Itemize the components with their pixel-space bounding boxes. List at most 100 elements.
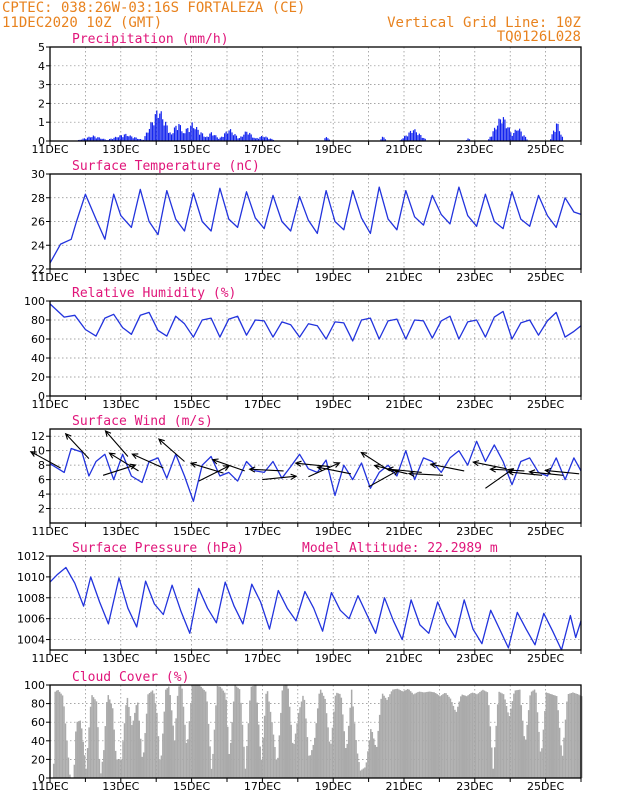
cloud-bar (231, 722, 233, 778)
precip-bar (82, 138, 84, 141)
precip-bar (148, 128, 151, 141)
x-tick-label: 15DEC (173, 780, 210, 793)
cloud-bar (237, 687, 239, 778)
cloud-bar (539, 751, 542, 778)
cloud-bar (461, 694, 464, 778)
cloud-bar (350, 689, 353, 778)
cloud-bar (420, 691, 422, 778)
cloud-bar (225, 699, 228, 778)
cloud-bar (473, 693, 475, 778)
precip-bar (550, 139, 552, 141)
cloud-bar (73, 764, 76, 778)
cloud-bar (325, 713, 328, 778)
precip-bar (97, 137, 99, 141)
cloud-bar (381, 693, 384, 778)
x-tick-label: 13DEC (102, 525, 139, 538)
cloud-bar (552, 695, 555, 778)
panel-title: Surface Wind (m/s) (72, 414, 213, 429)
cloud-bar (418, 691, 421, 778)
precip-bar (98, 137, 100, 141)
cloud-bar (160, 755, 163, 778)
cloud-bar (91, 695, 93, 778)
cloud-bar (60, 693, 62, 778)
cloud-bar (126, 697, 129, 778)
x-tick-label: 11DEC (31, 780, 68, 793)
precip-bar (227, 133, 229, 141)
cloud-bar (182, 706, 185, 778)
cloud-bar (154, 703, 157, 778)
cloud-bar (92, 697, 95, 778)
wind-arrow (489, 466, 525, 473)
x-tick-label: 11DEC (31, 143, 68, 156)
cloud-bar (244, 768, 247, 778)
y-tick-label: 22 (31, 263, 45, 276)
cloud-bar (58, 691, 61, 778)
cloud-bar (479, 691, 481, 778)
cloud-bar (69, 774, 71, 778)
precip-bar (249, 132, 251, 141)
cloud-bar (278, 735, 281, 778)
cloud-bar (129, 716, 132, 778)
precip-bar (271, 138, 273, 141)
cloud-bar (452, 705, 455, 778)
wind-arrow (189, 461, 224, 474)
y-tick-label: 100 (24, 679, 45, 692)
cloud-bar (185, 742, 188, 778)
cloud-bar (222, 690, 225, 778)
cloud-bar (257, 724, 260, 778)
cloud-bar (492, 768, 494, 778)
cloud-bar (262, 737, 264, 778)
precip-bar (131, 136, 133, 141)
precip-bar (409, 130, 412, 141)
precip-bar (467, 138, 469, 141)
cloud-bar (277, 757, 279, 778)
precip-bar (402, 138, 404, 141)
cloud-bar (342, 714, 344, 778)
precip-bar (255, 138, 257, 141)
cloud-bar (275, 759, 278, 778)
x-tick-label: 23DEC (456, 271, 493, 284)
precip-bar (159, 113, 161, 141)
y-tick-label: 1008 (17, 592, 45, 605)
cloud-bar (383, 695, 385, 778)
cloud-bar (119, 759, 121, 778)
cloud-bar (514, 690, 517, 778)
precip-bar (259, 137, 261, 141)
cloud-bar (134, 712, 136, 778)
cloud-bar (455, 711, 458, 778)
cloud-bar (131, 725, 133, 778)
precip-bar (80, 139, 83, 141)
cloud-bar (142, 752, 145, 778)
x-tick-label: 23DEC (456, 652, 493, 665)
cloud-bar (417, 691, 419, 778)
cloud-bar (498, 691, 500, 778)
precip-bar (381, 136, 384, 141)
cloud-bar (250, 686, 253, 778)
precip-bar (157, 117, 159, 141)
cloud-bar (316, 708, 319, 778)
cloud-bar (470, 693, 472, 778)
cloud-bar (125, 705, 127, 778)
cloud-bar (554, 695, 556, 778)
y-tick-label: 5 (38, 41, 45, 54)
precip-bar (557, 123, 559, 141)
cloud-bar (426, 691, 428, 778)
precip-bar (111, 139, 114, 141)
cloud-bar (377, 730, 379, 778)
precip-bar (184, 133, 186, 141)
cloud-bar (349, 707, 351, 778)
precip-bar (404, 136, 406, 141)
precip-bar (94, 136, 96, 141)
cloud-bar (457, 706, 459, 778)
precip-bar (327, 138, 329, 141)
cloud-bar (396, 688, 399, 778)
precip-bar (134, 137, 136, 141)
cloud-bar (449, 698, 452, 778)
cloud-bar (188, 721, 191, 778)
cloud-bar (215, 705, 217, 778)
precip-bar (132, 138, 134, 141)
panel-title: Surface Pressure (hPa) (72, 541, 244, 556)
cloud-bar (221, 688, 223, 778)
cloud-bar (210, 768, 213, 778)
